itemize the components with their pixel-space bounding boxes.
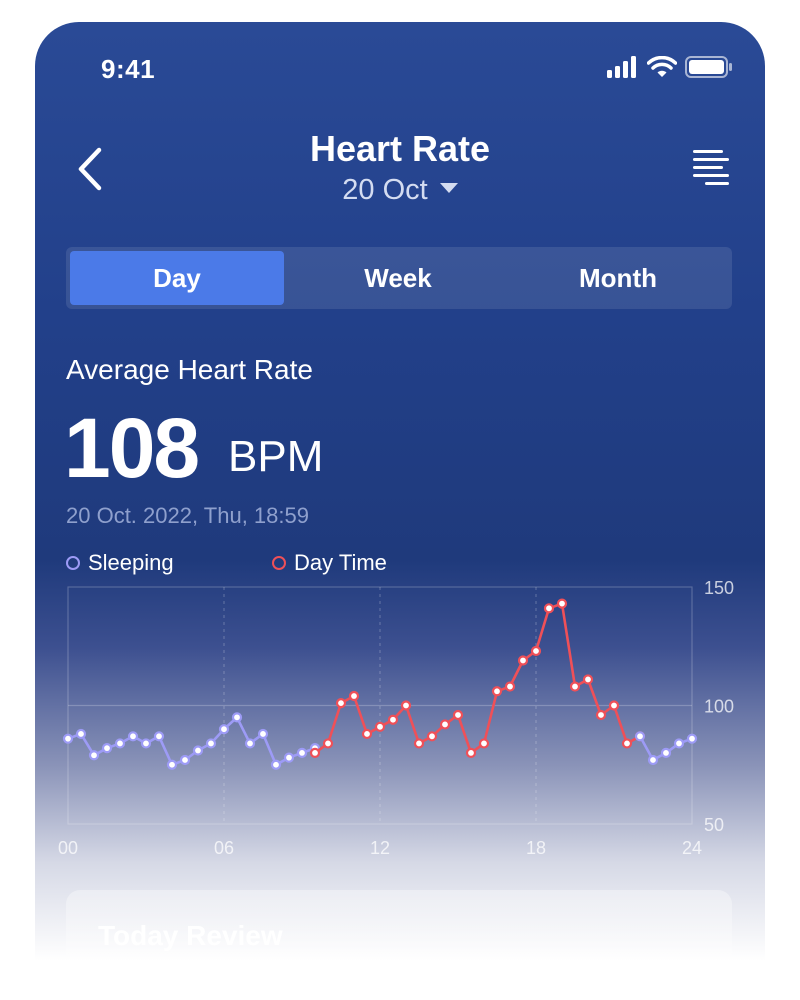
data-point xyxy=(361,728,373,740)
data-point xyxy=(283,752,295,763)
y-tick-label: 150 xyxy=(704,578,734,598)
data-point xyxy=(101,743,113,754)
data-point xyxy=(88,750,100,761)
data-point xyxy=(127,731,139,742)
status-time: 9:41 xyxy=(101,54,156,84)
data-point xyxy=(582,674,594,685)
data-point xyxy=(231,712,243,723)
data-point xyxy=(387,714,399,725)
data-point xyxy=(75,728,87,740)
data-point xyxy=(634,731,646,742)
data-point xyxy=(478,738,490,749)
y-tick-label: 100 xyxy=(704,697,734,717)
status-icons xyxy=(607,56,733,78)
data-point xyxy=(114,738,126,749)
data-point xyxy=(218,724,230,735)
legend-day-time-label: Day Time xyxy=(294,550,387,575)
caret-down-icon xyxy=(439,183,458,194)
review-title: Today Review xyxy=(98,920,283,951)
legend-sleeping-marker xyxy=(66,556,80,570)
data-point xyxy=(608,700,620,711)
x-tick-label: 00 xyxy=(58,838,78,858)
tab-week[interactable]: Week xyxy=(364,263,432,293)
data-point xyxy=(647,754,659,766)
date-label: 20 Oct xyxy=(342,174,428,206)
timestamp: 20 Oct. 2022, Thu, 18:59 xyxy=(66,503,309,528)
data-point xyxy=(192,745,204,756)
data-point xyxy=(153,731,165,742)
battery-icon xyxy=(685,56,732,78)
chart-frame xyxy=(67,586,693,825)
legend-sleeping-label: Sleeping xyxy=(88,550,174,575)
date-dropdown[interactable]: 20 Oct xyxy=(35,174,765,207)
signal-icon xyxy=(607,56,636,78)
data-point xyxy=(595,709,607,721)
data-point xyxy=(309,747,321,759)
average-label: Average Heart Rate xyxy=(66,354,313,385)
data-point xyxy=(140,738,152,749)
data-point xyxy=(465,747,477,759)
data-point xyxy=(660,747,672,759)
data-point xyxy=(257,728,269,740)
y-tick-label: 50 xyxy=(704,815,724,835)
data-point xyxy=(244,738,256,749)
data-point xyxy=(413,738,425,749)
menu-lines-icon[interactable] xyxy=(691,148,731,188)
data-point xyxy=(335,698,347,709)
data-point xyxy=(62,733,74,744)
series-line-2 xyxy=(638,735,693,762)
data-point xyxy=(439,719,451,730)
data-point xyxy=(374,721,386,732)
average-value: 108 xyxy=(64,401,200,495)
x-tick-label: 18 xyxy=(526,838,546,858)
data-point xyxy=(556,598,568,609)
data-point xyxy=(543,603,555,614)
data-point xyxy=(322,738,334,749)
data-point xyxy=(426,731,438,742)
data-point xyxy=(569,681,581,692)
data-point xyxy=(530,645,542,657)
data-point xyxy=(673,738,685,749)
period-tabs: Day Week Month xyxy=(66,247,732,309)
today-review-card[interactable]: Today Review xyxy=(66,890,732,1000)
data-point xyxy=(504,681,516,692)
data-point xyxy=(205,738,217,749)
x-tick-label: 24 xyxy=(682,838,702,858)
x-tick-label: 12 xyxy=(370,838,390,858)
data-point xyxy=(517,655,529,666)
data-point xyxy=(270,759,282,770)
data-point xyxy=(634,731,646,742)
data-point xyxy=(166,759,178,770)
phone-screen: 9:41 Heart Rate 20 Oct Day xyxy=(35,22,765,1000)
data-point xyxy=(686,733,698,744)
data-point xyxy=(491,686,503,697)
data-point xyxy=(621,738,633,749)
series-line-0 xyxy=(67,716,316,767)
page-title: Heart Rate xyxy=(309,128,491,169)
tab-month[interactable]: Month xyxy=(579,263,657,293)
legend-sleeping: Sleeping xyxy=(66,550,174,576)
data-point xyxy=(309,743,321,754)
back-button[interactable] xyxy=(73,144,109,194)
data-point xyxy=(400,700,412,711)
legend-day-time-marker xyxy=(272,556,286,570)
tab-day[interactable]: Day xyxy=(70,251,284,305)
data-point xyxy=(179,754,191,766)
average-unit: BPM xyxy=(228,432,324,481)
legend-day-time: Day Time xyxy=(272,550,387,576)
wifi-icon xyxy=(647,56,677,77)
x-tick-label: 06 xyxy=(214,838,234,858)
data-point xyxy=(348,690,360,702)
data-point xyxy=(452,709,464,721)
data-point xyxy=(296,747,308,759)
series-line-1 xyxy=(314,602,641,755)
